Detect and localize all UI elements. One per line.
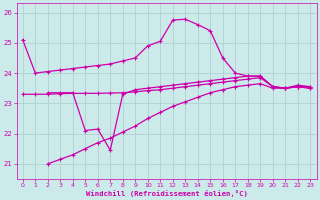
X-axis label: Windchill (Refroidissement éolien,°C): Windchill (Refroidissement éolien,°C) bbox=[85, 190, 247, 197]
